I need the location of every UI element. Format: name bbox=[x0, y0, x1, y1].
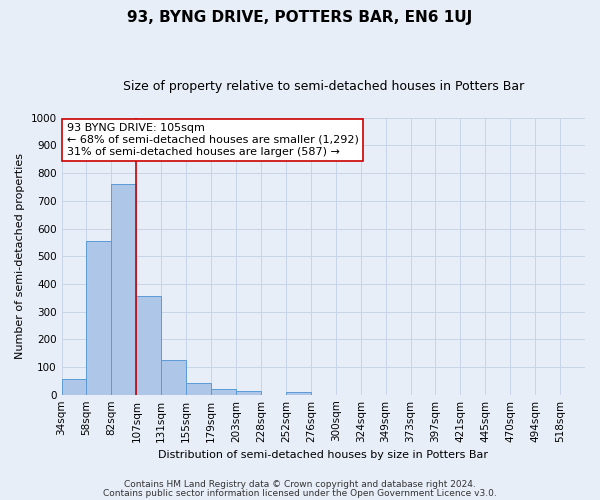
Bar bbox=[211, 389, 236, 394]
Text: 93 BYNG DRIVE: 105sqm
← 68% of semi-detached houses are smaller (1,292)
31% of s: 93 BYNG DRIVE: 105sqm ← 68% of semi-deta… bbox=[67, 124, 359, 156]
Text: Contains public sector information licensed under the Open Government Licence v3: Contains public sector information licen… bbox=[103, 489, 497, 498]
Bar bbox=[112, 184, 136, 394]
Bar bbox=[161, 360, 186, 394]
Bar bbox=[86, 241, 112, 394]
Text: 93, BYNG DRIVE, POTTERS BAR, EN6 1UJ: 93, BYNG DRIVE, POTTERS BAR, EN6 1UJ bbox=[127, 10, 473, 25]
Title: Size of property relative to semi-detached houses in Potters Bar: Size of property relative to semi-detach… bbox=[122, 80, 524, 93]
X-axis label: Distribution of semi-detached houses by size in Potters Bar: Distribution of semi-detached houses by … bbox=[158, 450, 488, 460]
Y-axis label: Number of semi-detached properties: Number of semi-detached properties bbox=[15, 153, 25, 359]
Bar bbox=[236, 391, 261, 394]
Bar bbox=[286, 392, 311, 394]
Bar bbox=[186, 383, 211, 394]
Text: Contains HM Land Registry data © Crown copyright and database right 2024.: Contains HM Land Registry data © Crown c… bbox=[124, 480, 476, 489]
Bar bbox=[62, 380, 86, 394]
Bar bbox=[136, 296, 161, 394]
